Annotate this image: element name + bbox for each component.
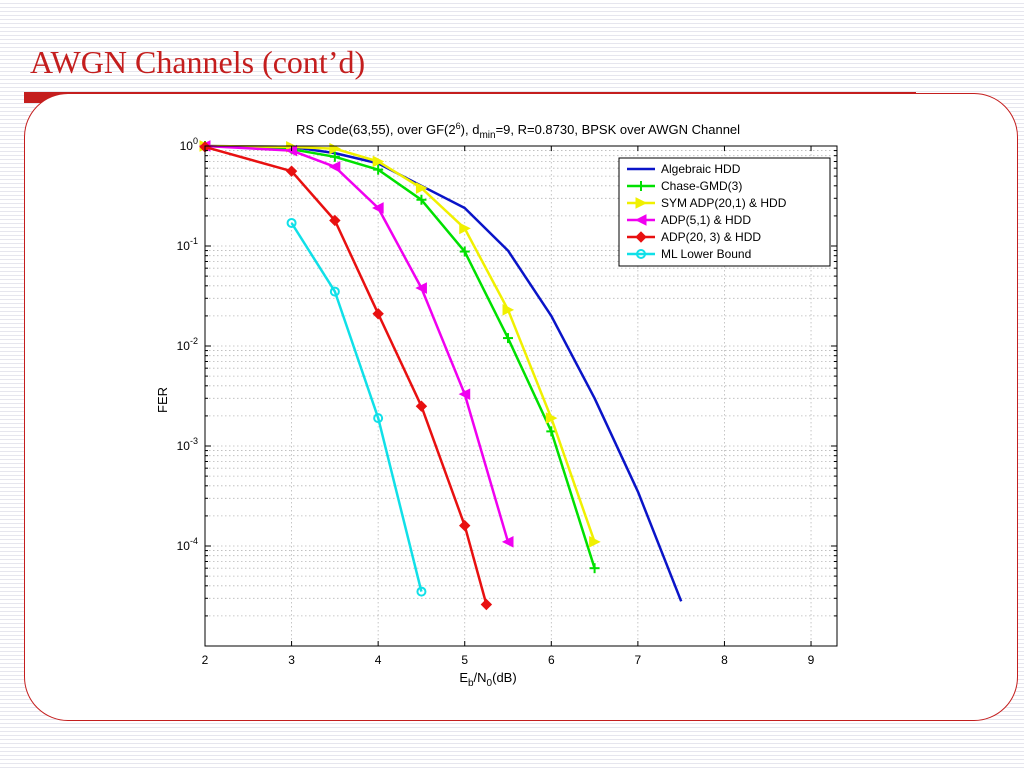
series-line xyxy=(290,222,423,592)
data-point xyxy=(415,282,427,294)
data-point xyxy=(329,286,340,297)
legend-entry: Chase-GMD(3) xyxy=(627,179,742,193)
x-axis-label-c: /N xyxy=(474,670,487,685)
legend-marker xyxy=(635,231,647,243)
chart-title-part-e: =9, R=0.8730, BPSK over AWGN Channel xyxy=(496,122,741,137)
data-point xyxy=(480,598,493,611)
chart-title-part-a: RS Code(63,55), over GF(2 xyxy=(296,122,456,137)
data-point xyxy=(285,165,298,177)
legend-entry: ML Lower Bound xyxy=(627,247,751,261)
x-tick-label: 2 xyxy=(202,653,209,667)
data-point xyxy=(372,308,384,320)
legend-entry: SYM ADP(20,1) & HDD xyxy=(627,196,787,210)
y-axis-label: FER xyxy=(155,387,170,413)
legend-marker xyxy=(635,197,648,209)
series-ml-lower-bound xyxy=(286,217,427,597)
legend-entry: Algebraic HDD xyxy=(627,162,741,176)
x-tick-label: 3 xyxy=(288,653,295,667)
data-point xyxy=(589,563,600,574)
data-point xyxy=(372,155,385,168)
data-point xyxy=(589,536,601,548)
slide-title: AWGN Channels (cont’d) xyxy=(30,44,366,80)
x-tick-label: 9 xyxy=(808,653,815,667)
legend: Algebraic HDD Chase-GMD(3) SYM ADP(20,1) &… xyxy=(618,157,831,267)
data-point xyxy=(416,194,427,205)
legend-label: SYM ADP(20,1) & HDD xyxy=(661,196,787,210)
x-axis-label-sub-0: 0 xyxy=(487,678,493,689)
x-axis-label-sub-b: b xyxy=(468,678,474,689)
data-point xyxy=(502,304,515,316)
data-point xyxy=(459,246,470,257)
x-axis-label-a: E xyxy=(459,670,468,685)
x-tick-label: 8 xyxy=(721,653,728,667)
data-point xyxy=(373,164,384,175)
data-point xyxy=(328,160,341,173)
y-tick-label: 10-1 xyxy=(177,236,198,253)
legend-label: Chase-GMD(3) xyxy=(661,179,742,193)
series-adp-20-3-hdd xyxy=(199,141,493,611)
legend-entry: ADP(20, 3) & HDD xyxy=(627,230,761,244)
x-tick-label: 5 xyxy=(461,653,468,667)
data-point xyxy=(373,413,384,424)
legend-label: ADP(20, 3) & HDD xyxy=(661,230,761,244)
series-layer xyxy=(198,140,683,611)
chart-title-part-c: ), d xyxy=(461,122,480,137)
legend-box xyxy=(618,157,831,267)
chart-title-subscript: min xyxy=(479,130,495,141)
data-point xyxy=(503,333,514,344)
series-line xyxy=(204,144,683,602)
x-tick-label: 7 xyxy=(635,653,642,667)
legend-label: ML Lower Bound xyxy=(661,247,751,261)
data-point xyxy=(545,412,558,424)
data-point xyxy=(329,151,340,162)
data-point xyxy=(372,202,384,214)
data-point xyxy=(416,586,427,597)
plot-frame xyxy=(204,145,838,647)
x-axis-label-e: (dB) xyxy=(492,670,517,685)
legend-label: Algebraic HDD xyxy=(661,162,741,176)
data-point xyxy=(459,222,471,235)
legend-marker xyxy=(636,249,646,259)
data-point xyxy=(415,182,428,194)
chart-title: RS Code(63,55), over GF(26), dmin=9, R=0… xyxy=(296,121,740,141)
legend-marker xyxy=(634,214,647,226)
legend-label: ADP(5,1) & HDD xyxy=(661,213,751,227)
y-tick-label: 10-4 xyxy=(177,536,198,553)
legend-entry: ADP(5,1) & HDD xyxy=(627,213,751,227)
y-tick-label: 10-2 xyxy=(177,336,198,353)
y-tick-label: 10-3 xyxy=(177,436,198,453)
data-point xyxy=(329,214,341,227)
axes: 2 3 4 5 6 7 8 9 100 10-1 10-2 10-3 10-4 xyxy=(177,136,837,667)
x-tick-label: 4 xyxy=(375,653,382,667)
grid xyxy=(204,146,837,647)
title-underline-rule xyxy=(546,92,916,93)
series-algebraic-hdd xyxy=(204,144,683,602)
y-tick-label: 100 xyxy=(180,136,198,153)
legend-marker xyxy=(636,181,646,191)
x-tick-label: 6 xyxy=(548,653,555,667)
data-point xyxy=(459,519,471,532)
data-point xyxy=(501,536,514,548)
data-point xyxy=(458,388,471,400)
x-axis-label: Eb/N0(dB) xyxy=(459,670,516,689)
data-point xyxy=(415,400,428,412)
chart-title-superscript: 6 xyxy=(456,121,461,131)
data-point xyxy=(286,217,297,228)
